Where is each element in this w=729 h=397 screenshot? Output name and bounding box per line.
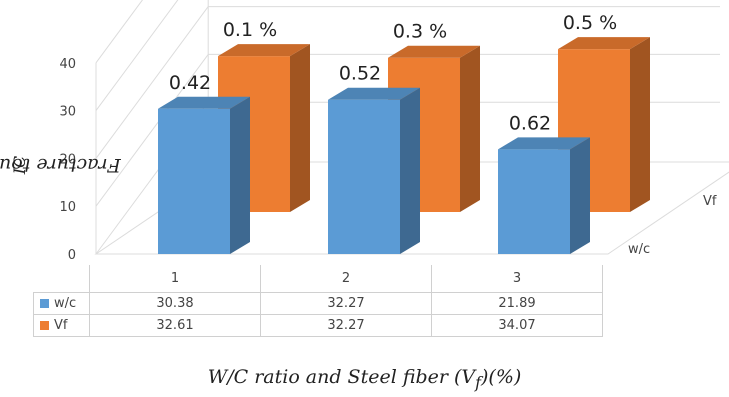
legend-swatch-vf [40, 321, 49, 330]
bar-side [290, 44, 310, 212]
bar-top [498, 137, 590, 150]
y-axis-title: Fracture toughness KIC [0, 154, 121, 176]
x-axis-title: W/C ratio and Steel fiber (Vf)(%) [207, 366, 522, 392]
bar-side [400, 87, 420, 255]
gridline [95, 54, 209, 207]
category-label: 3 [431, 265, 603, 293]
category-label: 2 [260, 265, 432, 293]
bar-side [460, 45, 480, 212]
category-label: 1 [89, 265, 261, 293]
table-cell: 30.38 [89, 292, 261, 315]
table-cell: 34.07 [431, 314, 603, 337]
bar [498, 149, 570, 254]
table-cell: 32.27 [260, 314, 432, 337]
y-tick-label: 0 [68, 248, 76, 263]
depth-axis-label: w/c [628, 242, 650, 257]
table-cell: 32.61 [89, 314, 261, 337]
bar-top [558, 37, 650, 50]
bar-top [388, 45, 480, 58]
data-table-row-wc: w/c 30.38 32.27 21.89 [33, 292, 603, 315]
data-label: 0.5 % [563, 12, 617, 34]
bar [328, 99, 400, 255]
legend-vf: Vf [33, 314, 90, 337]
bar-side [230, 96, 250, 254]
y-tick-label: 40 [59, 57, 76, 72]
data-label: 0.42 [169, 72, 211, 94]
data-label: 0.1 % [223, 19, 277, 41]
y-tick-label: 10 [59, 200, 76, 215]
table-cell: 32.27 [260, 292, 432, 315]
legend-wc: w/c [33, 292, 90, 315]
data-table-row-vf: Vf 32.61 32.27 34.07 [33, 314, 603, 337]
bar [158, 108, 230, 254]
bar-top [328, 87, 420, 100]
gridline [95, 0, 144, 64]
data-label: 0.3 % [393, 21, 447, 43]
legend-swatch-wc [40, 299, 49, 308]
depth-axis-label: Vf [703, 194, 717, 209]
gridline [95, 6, 209, 159]
bar-top [218, 44, 310, 57]
bar-top [158, 96, 250, 109]
data-label: 0.52 [339, 63, 381, 85]
y-tick-label: 30 [59, 105, 76, 120]
data-label: 0.62 [509, 112, 551, 134]
bar-side [630, 37, 650, 212]
table-cell: 21.89 [431, 292, 603, 315]
gridline [95, 0, 179, 111]
y-tick-label: 20 [59, 152, 76, 167]
bar-side [570, 137, 590, 254]
data-table: 1 2 3 w/c 30.38 32.27 21.89 Vf 32.61 32.… [33, 265, 603, 337]
data-table-header-row: 1 2 3 [34, 265, 603, 293]
